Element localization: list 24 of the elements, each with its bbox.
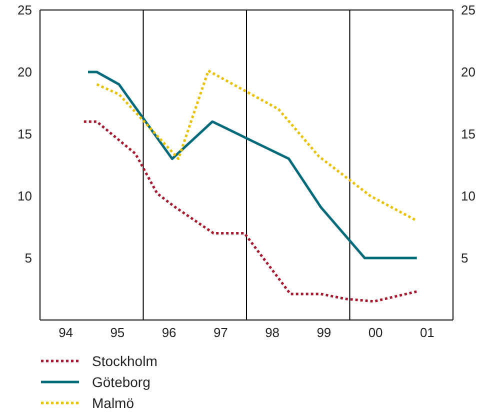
legend-label: Malmö: [92, 394, 134, 410]
y-tick-label: 20: [18, 64, 32, 80]
y-tick-label: 15: [18, 126, 32, 142]
y-tick-label: 25: [18, 2, 32, 18]
y2-tick-label: 5: [461, 250, 468, 266]
x-tick-label: 00: [368, 325, 383, 340]
x-tick-label: 99: [316, 325, 332, 340]
x-tick-label: 97: [213, 325, 228, 340]
legend-label: Stockholm: [92, 352, 158, 368]
line-series: [82, 120, 418, 303]
y2-tick-label: 10: [461, 188, 476, 204]
y2-tick-label: 15: [461, 126, 476, 142]
y-tick-label: 5: [24, 250, 32, 266]
y-tick-label: 10: [18, 188, 32, 204]
y2-tick-label: 20: [461, 64, 476, 80]
line-series: [86, 70, 418, 260]
x-tick-label: 98: [265, 325, 280, 340]
line-series: [96, 70, 418, 222]
x-tick-label: 94: [58, 325, 74, 340]
x-tick-label: 95: [110, 325, 125, 340]
x-tick-label: 96: [162, 325, 176, 340]
y2-tick-label: 25: [461, 2, 476, 18]
x-tick-label: 01: [420, 325, 434, 340]
legend-label: Göteborg: [92, 374, 150, 390]
